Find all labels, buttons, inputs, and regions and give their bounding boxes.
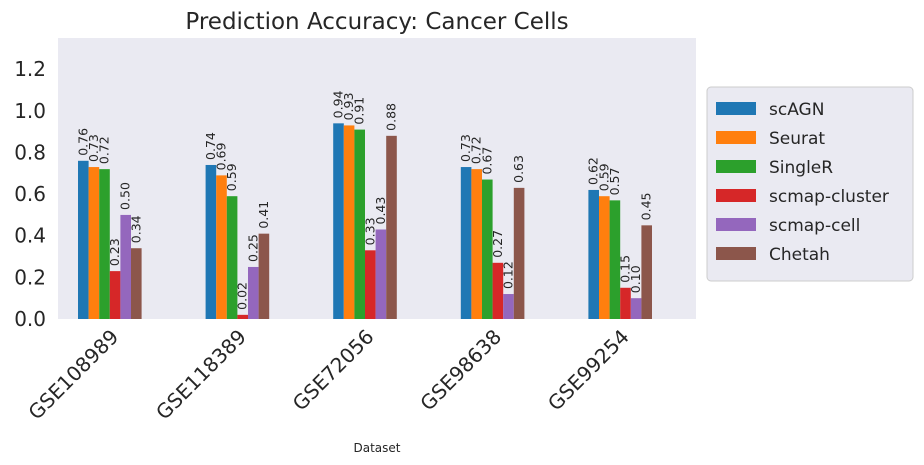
legend-entry: SingleR	[769, 158, 833, 178]
chart-title: Prediction Accuracy: Cancer Cells	[185, 9, 568, 35]
x-tick-label: GSE72056	[288, 325, 379, 416]
y-tick-label: 0.8	[14, 140, 46, 164]
y-tick-label: 1.2	[14, 57, 46, 81]
y-tick-label: 1.0	[14, 99, 46, 123]
x-axis-ticks: GSE108989 GSE118389 GSE72056 GSE98638 GSE992…	[24, 325, 634, 425]
y-tick-label: 0.4	[14, 224, 46, 248]
y-tick-label: 0.0	[14, 307, 46, 331]
bar	[375, 229, 387, 319]
bar	[237, 314, 248, 319]
bar	[78, 160, 89, 319]
x-tick-label: GSE118389	[151, 325, 251, 425]
data-label: 0.59	[596, 163, 611, 191]
x-tick-label: GSE108989	[24, 325, 124, 425]
bar	[513, 187, 525, 319]
legend-entry: scAGN	[769, 100, 824, 120]
data-label: 0.93	[341, 93, 356, 121]
legend-swatch	[716, 160, 756, 173]
data-label: 0.88	[384, 103, 399, 131]
bar	[471, 169, 482, 319]
legend-entry: scmap-cell	[769, 216, 860, 236]
bar	[599, 196, 610, 319]
data-label: 0.10	[628, 265, 643, 293]
bar	[99, 169, 110, 319]
data-label: 0.02	[235, 282, 250, 310]
data-label: 0.69	[214, 142, 229, 170]
bar	[88, 167, 100, 319]
legend: scAGN Seurat SingleR scmap-cluster scmap-cel…	[706, 86, 914, 282]
data-label: 0.15	[618, 255, 633, 283]
bar	[492, 262, 504, 319]
bar	[630, 298, 642, 319]
data-label: 0.73	[458, 134, 473, 162]
x-axis-label: Dataset	[354, 441, 401, 455]
data-label: 0.34	[128, 215, 143, 243]
x-tick-label: GSE99254	[543, 325, 634, 416]
bar	[354, 129, 365, 319]
legend-entry: Chetah	[769, 245, 830, 265]
bars	[78, 123, 652, 319]
data-label: 0.57	[607, 168, 622, 196]
data-label: 0.73	[86, 134, 101, 162]
data-label: 0.94	[331, 90, 346, 118]
bar	[482, 179, 493, 319]
legend-swatch	[716, 131, 756, 144]
data-label: 0.33	[362, 217, 377, 245]
data-label: 0.72	[469, 136, 484, 164]
data-label: 0.91	[352, 97, 367, 125]
bar	[365, 250, 376, 319]
y-tick-label: 0.6	[14, 182, 46, 206]
bar	[216, 175, 227, 319]
bar	[258, 233, 270, 319]
legend-entry: scmap-cluster	[769, 187, 889, 207]
bar	[120, 214, 131, 319]
data-label: 0.62	[586, 157, 601, 185]
data-label: 0.45	[639, 192, 654, 220]
legend-entry: Seurat	[769, 129, 825, 149]
data-label: 0.12	[501, 261, 516, 289]
bar	[248, 266, 259, 319]
data-label: 0.43	[373, 197, 388, 225]
data-label: 0.25	[245, 234, 260, 262]
legend-swatch	[716, 189, 756, 202]
bar	[503, 294, 514, 319]
data-label: 0.76	[75, 128, 90, 156]
legend-frame	[706, 86, 914, 282]
bar	[460, 167, 472, 319]
data-label: 0.67	[479, 147, 494, 175]
legend-swatch	[716, 102, 756, 115]
x-tick-label: GSE98638	[415, 325, 506, 416]
bar	[109, 271, 121, 319]
bar	[641, 225, 652, 319]
data-label: 0.59	[224, 163, 239, 191]
legend-swatch	[716, 218, 756, 231]
data-label: 0.27	[490, 230, 505, 258]
data-label: 0.74	[203, 132, 218, 160]
data-label: 0.23	[107, 238, 122, 266]
data-label: 0.63	[511, 155, 526, 183]
bar	[205, 164, 217, 319]
y-tick-label: 0.2	[14, 265, 46, 289]
data-label: 0.72	[97, 136, 112, 164]
bar	[588, 189, 599, 319]
bar	[333, 123, 344, 319]
data-labels: 0.760.730.720.230.500.340.740.690.590.02…	[75, 90, 653, 309]
bar	[386, 135, 397, 319]
bar	[226, 196, 238, 319]
legend-swatch	[716, 247, 756, 260]
data-label: 0.50	[118, 182, 133, 210]
y-axis-ticks: 0.0 0.2 0.4 0.6 0.8 1.0 1.2	[14, 57, 46, 331]
bar	[131, 248, 142, 319]
bar	[343, 125, 355, 319]
data-label: 0.41	[256, 201, 271, 229]
bar	[609, 200, 621, 319]
bar	[620, 287, 631, 319]
